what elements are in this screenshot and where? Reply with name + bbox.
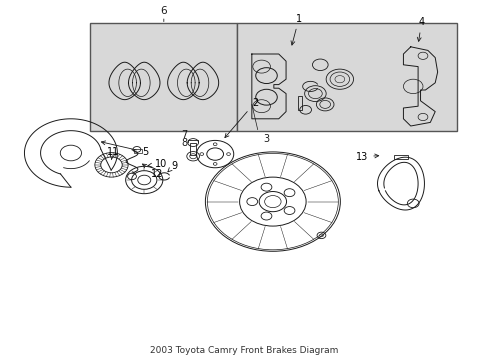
Text: 13: 13 — [355, 152, 378, 162]
Bar — [298, 96, 302, 110]
Text: 9: 9 — [167, 161, 177, 172]
Bar — [237, 23, 456, 131]
Text: 7: 7 — [181, 130, 187, 140]
Text: 10: 10 — [147, 159, 166, 169]
Text: 1: 1 — [290, 14, 302, 45]
Text: 3: 3 — [263, 134, 269, 144]
Text: 12: 12 — [142, 164, 163, 179]
Text: 11: 11 — [106, 147, 119, 160]
Text: 5: 5 — [101, 141, 148, 157]
Text: 2: 2 — [224, 98, 258, 138]
Bar — [90, 23, 237, 131]
Bar — [393, 155, 407, 159]
Bar — [190, 143, 196, 155]
Text: 2003 Toyota Camry Front Brakes Diagram: 2003 Toyota Camry Front Brakes Diagram — [150, 346, 338, 355]
Bar — [134, 149, 142, 153]
Text: 6: 6 — [160, 6, 167, 22]
Text: 4: 4 — [416, 17, 424, 41]
Text: 8: 8 — [181, 138, 187, 148]
